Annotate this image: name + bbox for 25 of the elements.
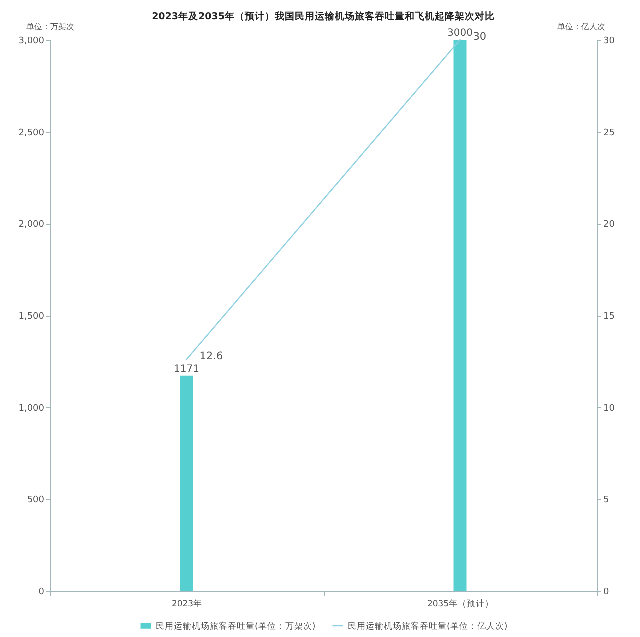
- data-label: 3000: [448, 28, 473, 39]
- y2-tick-label: 10: [604, 404, 616, 414]
- y-tick-label: 500: [27, 496, 45, 506]
- data-label: 12.6: [200, 350, 224, 363]
- y-tick-label: 2,000: [18, 220, 45, 230]
- y2-tick-label: 15: [604, 312, 615, 322]
- chart-title: 2023年及2035年（预计）我国民用运输机场旅客吞吐量和飞机起降架次对比: [152, 10, 495, 22]
- x-tick-label: 2035年（预计）: [427, 598, 494, 610]
- y2-tick-label: 20: [604, 220, 616, 230]
- data-label: 30: [473, 31, 487, 43]
- data-label: 1171: [174, 364, 200, 375]
- legend-label: 民用运输机场旅客吞吐量(单位：万架次): [156, 621, 316, 632]
- y-tick-label: 2,500: [18, 128, 45, 138]
- legend-label: 民用运输机场旅客吞吐量(单位：亿人次): [348, 621, 508, 632]
- y-axis-title: 单位：万架次: [26, 22, 74, 32]
- y2-tick-label: 5: [604, 496, 610, 506]
- x-tick-label: 2023年: [172, 598, 203, 610]
- y-tick-label: 0: [38, 588, 45, 598]
- y2-tick-label: 30: [604, 36, 616, 46]
- y2-axis-title: 单位：亿人次: [558, 22, 606, 32]
- y-tick-label: 1,500: [18, 312, 45, 322]
- y2-tick-label: 25: [604, 128, 615, 138]
- y-tick-label: 1,000: [18, 404, 45, 414]
- y2-tick-label: 0: [604, 588, 610, 598]
- y-tick-label: 3,000: [18, 36, 45, 46]
